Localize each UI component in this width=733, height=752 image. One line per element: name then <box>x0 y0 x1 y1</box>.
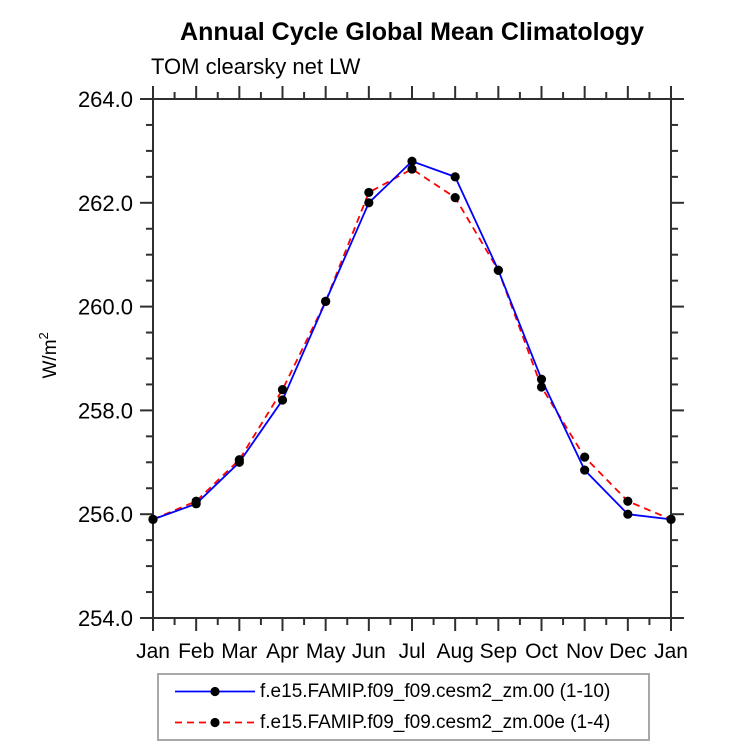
svg-text:Mar: Mar <box>221 640 257 663</box>
legend-row-series-1: f.e15.FAMIP.f09_f09.cesm2_zm.00e (1-4) <box>159 707 648 738</box>
svg-text:262.0: 262.0 <box>78 191 133 216</box>
chart-subtitle: TOM clearsky net LW <box>151 54 361 79</box>
svg-text:May: May <box>306 640 346 663</box>
svg-text:Aug: Aug <box>436 640 473 663</box>
legend-line-sample-dashed <box>175 717 255 728</box>
svg-text:260.0: 260.0 <box>78 295 133 320</box>
svg-text:Sep: Sep <box>480 640 517 663</box>
svg-text:254.0: 254.0 <box>78 606 133 631</box>
legend: f.e15.FAMIP.f09_f09.cesm2_zm.00 (1-10) f… <box>157 673 650 741</box>
legend-row-series-0: f.e15.FAMIP.f09_f09.cesm2_zm.00 (1-10) <box>159 676 648 707</box>
svg-text:256.0: 256.0 <box>78 502 133 527</box>
svg-text:Jul: Jul <box>399 640 426 663</box>
svg-text:W/m2: W/m2 <box>36 332 61 378</box>
plot-area: Jan Feb Mar Apr May Jun Jul Aug Sep Oct Nov Dec Jan2… <box>36 86 688 663</box>
legend-label: f.e15.FAMIP.f09_f09.cesm2_zm.00e (1-4) <box>260 711 611 733</box>
svg-text:Feb: Feb <box>178 640 214 663</box>
legend-line-sample-solid <box>175 686 255 697</box>
svg-text:Jan: Jan <box>654 640 688 663</box>
svg-text:Dec: Dec <box>609 640 646 663</box>
chart-title: Annual Cycle Global Mean Climatology <box>180 18 644 46</box>
svg-text:Apr: Apr <box>266 640 299 663</box>
svg-text:Jan: Jan <box>136 640 170 663</box>
svg-text:Oct: Oct <box>525 640 558 663</box>
svg-text:264.0: 264.0 <box>78 87 133 112</box>
svg-text:Nov: Nov <box>566 640 604 663</box>
legend-label: f.e15.FAMIP.f09_f09.cesm2_zm.00 (1-10) <box>260 680 611 702</box>
svg-text:258.0: 258.0 <box>78 398 133 423</box>
svg-text:Jun: Jun <box>352 640 386 663</box>
